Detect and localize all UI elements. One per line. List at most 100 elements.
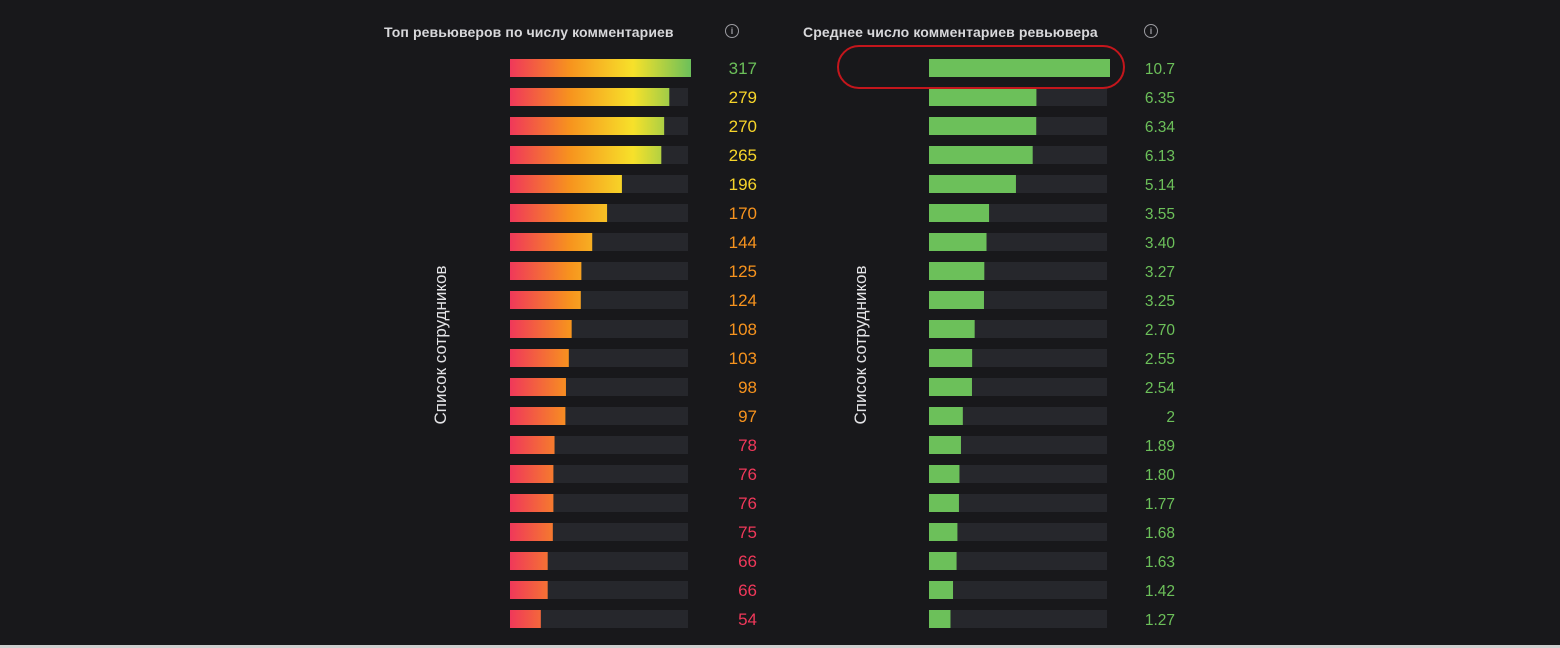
bar[interactable] [929,523,958,541]
bar-value-label: 5.14 [1145,177,1176,194]
bar[interactable] [929,262,985,280]
bar[interactable] [929,610,951,628]
bar[interactable] [929,407,963,425]
bar-value-label: 2.55 [1145,351,1175,368]
bar[interactable] [510,262,582,280]
bar[interactable] [929,291,984,309]
bar[interactable] [929,175,1016,193]
bar[interactable] [929,233,987,251]
bar[interactable] [510,175,622,193]
bar-value-label: 6.34 [1145,119,1176,136]
bar-value-label: 279 [729,88,757,107]
bar[interactable] [510,320,572,338]
bar[interactable] [510,610,541,628]
bar[interactable] [929,465,960,483]
bar[interactable] [929,378,972,396]
bar-track [929,407,1107,425]
bar-track [929,465,1107,483]
bar[interactable] [510,407,566,425]
bar[interactable] [510,581,548,599]
bar-value-label: 2.70 [1145,322,1176,339]
bar-track [510,465,688,483]
bar-value-label: 78 [738,436,757,455]
bar[interactable] [929,146,1033,164]
bar-track [929,610,1107,628]
bar-value-label: 196 [729,175,757,194]
bar-value-label: 1.42 [1145,583,1175,600]
bar-track [510,552,688,570]
bar-value-label: 76 [738,494,757,513]
bar[interactable] [510,204,608,222]
bar-track [929,349,1107,367]
bar[interactable] [929,117,1037,135]
left-chart-title: Топ ревьюверов по числу комментариев [384,24,674,40]
bar-track [929,552,1107,570]
bar-value-label: 10.7 [1145,61,1175,78]
bar-value-label: 3.25 [1145,293,1175,310]
bar-track [929,494,1107,512]
bar-value-label: 75 [738,523,757,542]
bar-value-label: 6.13 [1145,148,1175,165]
bar-value-label: 125 [729,262,757,281]
bar-value-label: 97 [738,407,757,426]
bar-value-label: 1.63 [1145,554,1175,571]
bar-value-label: 317 [729,59,757,78]
bar[interactable] [510,88,670,106]
bar[interactable] [929,349,973,367]
bar[interactable] [929,581,954,599]
bar[interactable] [510,378,566,396]
bar-value-label: 1.68 [1145,525,1175,542]
bar-value-label: 54 [738,610,757,629]
bar-track [510,581,688,599]
bar[interactable] [510,291,581,309]
bar-value-label: 3.40 [1145,235,1176,252]
bar[interactable] [929,88,1037,106]
bar[interactable] [510,349,569,367]
bar[interactable] [510,465,554,483]
bar-value-label: 3.27 [1145,264,1175,281]
bar-value-label: 103 [729,349,757,368]
bar-value-label: 1.89 [1145,438,1175,455]
bar-value-label: 265 [729,146,757,165]
bar[interactable] [510,233,593,251]
bar[interactable] [510,552,548,570]
bar[interactable] [510,523,553,541]
bar-value-label: 1.80 [1145,467,1176,484]
info-icon[interactable]: i [1144,24,1158,38]
bar[interactable] [929,204,990,222]
bar-value-label: 2.54 [1145,380,1176,397]
bar-track [510,494,688,512]
bar-value-label: 144 [729,233,757,252]
bar[interactable] [929,436,961,454]
bar[interactable] [929,59,1110,77]
bar-value-label: 3.55 [1145,206,1175,223]
bar[interactable] [929,494,959,512]
bar[interactable] [510,436,555,454]
bottom-border [0,645,1560,648]
bar-track [510,610,688,628]
bar-value-label: 1.77 [1145,496,1175,513]
bar-track [929,581,1107,599]
bar-track [929,378,1107,396]
bar[interactable] [510,146,662,164]
bar-track [929,523,1107,541]
bar[interactable] [510,59,691,77]
bar-value-label: 98 [738,378,757,397]
bar-value-label: 66 [738,552,757,571]
bar[interactable] [929,320,975,338]
bar-value-label: 108 [729,320,757,339]
bar-track [929,436,1107,454]
bar[interactable] [510,494,554,512]
bar-value-label: 170 [729,204,757,223]
bar-value-label: 66 [738,581,757,600]
bar[interactable] [929,552,957,570]
bar-value-label: 124 [729,291,757,310]
bar-track [510,523,688,541]
bar-value-label: 1.27 [1145,612,1175,629]
info-icon[interactable]: i [725,24,739,38]
right-chart-title: Среднее число комментариев ревьювера [803,24,1098,40]
bar[interactable] [510,117,665,135]
bar-value-label: 76 [738,465,757,484]
bar-value-label: 270 [729,117,757,136]
